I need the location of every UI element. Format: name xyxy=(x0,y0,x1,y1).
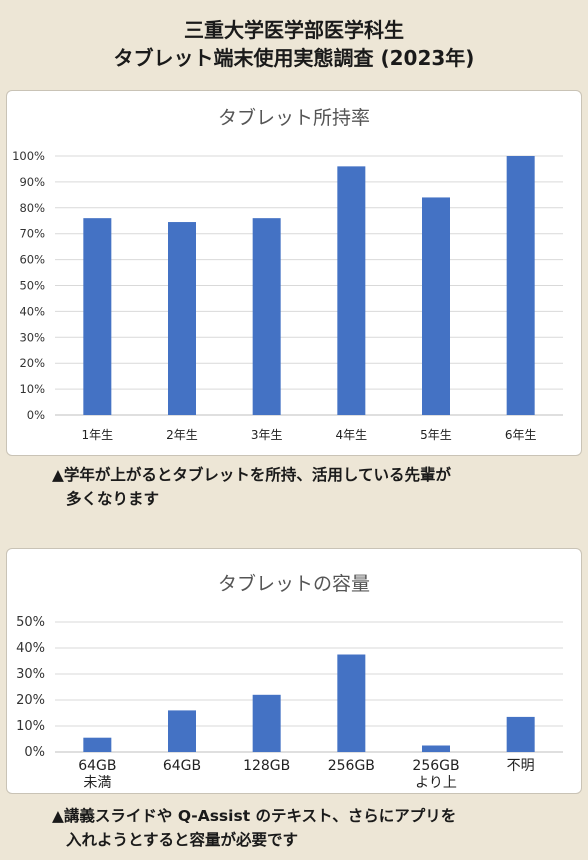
x-category-label: 256GB xyxy=(412,758,459,774)
caption-capacity-line1: ▲講義スライドや Q-Assist のテキスト、さらにアプリを xyxy=(52,807,457,825)
x-category-label: 256GB xyxy=(328,758,375,774)
y-tick-label: 40% xyxy=(19,304,45,318)
x-category-label: 5年生 xyxy=(420,428,452,442)
x-category-label: 1年生 xyxy=(82,428,114,442)
bar xyxy=(252,694,281,752)
y-tick-label: 50% xyxy=(16,615,45,630)
y-tick-label: 10% xyxy=(19,382,45,396)
caption-ownership: ▲学年が上がるとタブレットを所持、活用している先輩が 多くなります xyxy=(52,463,582,511)
y-tick-label: 50% xyxy=(19,279,45,293)
bar xyxy=(168,710,196,752)
y-tick-label: 30% xyxy=(16,667,45,682)
x-category-label: 6年生 xyxy=(505,428,537,442)
y-tick-label: 0% xyxy=(27,408,45,422)
ownership-bar-chart: 0% 10% 20% 30% 40% 50% 60% 70% 80% 90% 100% 1年生 2年生 3… xyxy=(12,149,563,442)
bar xyxy=(506,156,535,415)
y-tick-label: 20% xyxy=(19,356,45,370)
bar xyxy=(337,166,366,415)
capacity-chart-panel: タブレットの容量 0% 10% 20% 30% 40% 50% 64GB 未満 64GB 128G… xyxy=(6,548,582,794)
x-category-label: 4年生 xyxy=(336,428,368,442)
x-category-label: 未満 xyxy=(83,775,111,791)
page-title-line1: 三重大学医学部医学科生 xyxy=(184,18,404,42)
bar xyxy=(422,745,450,752)
chart-title-ownership: タブレット所持率 xyxy=(217,107,370,129)
x-category-label: より上 xyxy=(415,775,457,791)
bar xyxy=(422,197,450,415)
x-category-label: 64GB xyxy=(78,758,116,774)
x-category-label: 2年生 xyxy=(166,428,198,442)
x-category-label: 64GB xyxy=(163,758,201,774)
y-tick-label: 100% xyxy=(12,149,45,163)
caption-capacity-line2: 入れようとすると容量が必要です xyxy=(66,831,299,849)
y-tick-label: 90% xyxy=(19,175,45,189)
caption-ownership-line1: ▲学年が上がるとタブレットを所持、活用している先輩が xyxy=(52,466,451,484)
y-tick-label: 40% xyxy=(16,641,45,656)
y-tick-label: 10% xyxy=(16,719,45,734)
bar xyxy=(168,222,196,415)
y-tick-label: 60% xyxy=(19,253,45,267)
chart-title-capacity: タブレットの容量 xyxy=(217,573,370,595)
y-tick-label: 30% xyxy=(19,330,45,344)
ownership-chart-panel: タブレット所持率 0% 10% 20% 30% 40% 50% 60% 70% 80% 90% 10… xyxy=(6,90,582,456)
x-category-label: 不明 xyxy=(507,758,535,774)
caption-capacity: ▲講義スライドや Q-Assist のテキスト、さらにアプリを 入れようとすると… xyxy=(52,804,582,852)
bar xyxy=(83,737,112,752)
bar xyxy=(337,654,366,752)
x-category-label: 128GB xyxy=(243,758,290,774)
y-tick-label: 20% xyxy=(16,693,45,708)
y-tick-label: 70% xyxy=(19,227,45,241)
bar xyxy=(83,218,112,415)
bar xyxy=(506,716,535,752)
y-tick-label: 80% xyxy=(19,201,45,215)
x-category-label: 3年生 xyxy=(251,428,283,442)
bar xyxy=(252,218,281,415)
y-tick-label: 0% xyxy=(24,745,45,760)
page-title-line2: タブレット端末使用実態調査 (2023年) xyxy=(113,46,475,70)
caption-ownership-line2: 多くなります xyxy=(66,490,160,508)
